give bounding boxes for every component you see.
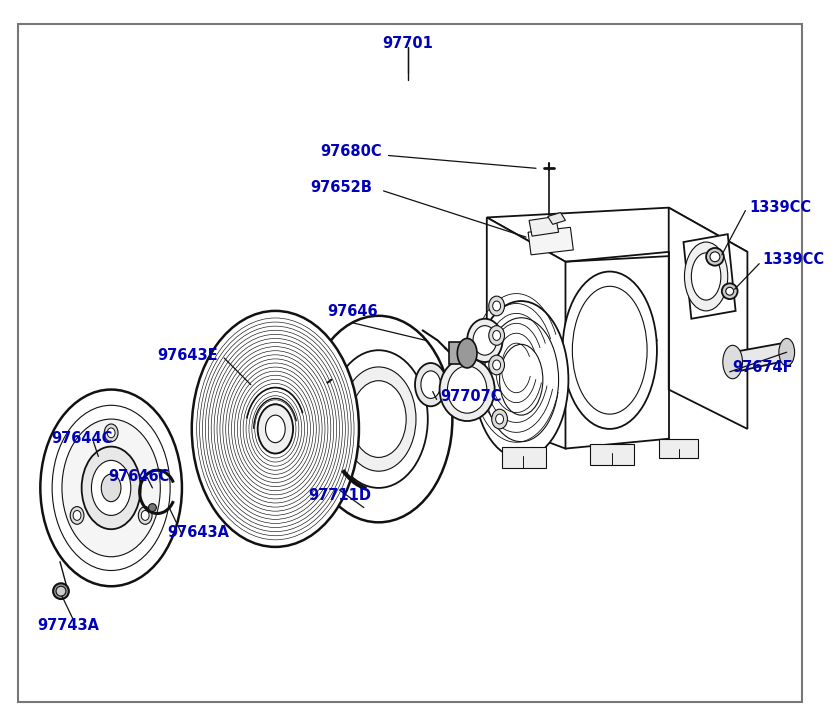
Ellipse shape bbox=[439, 358, 494, 421]
Ellipse shape bbox=[448, 366, 487, 413]
Polygon shape bbox=[732, 342, 789, 371]
Text: 97643E: 97643E bbox=[158, 348, 218, 363]
Ellipse shape bbox=[415, 363, 447, 406]
Ellipse shape bbox=[721, 284, 737, 299]
Ellipse shape bbox=[488, 326, 504, 345]
Ellipse shape bbox=[101, 474, 121, 502]
Ellipse shape bbox=[492, 409, 508, 429]
Ellipse shape bbox=[488, 356, 504, 375]
Ellipse shape bbox=[139, 507, 152, 524]
Ellipse shape bbox=[493, 301, 500, 311]
Ellipse shape bbox=[572, 286, 647, 414]
Ellipse shape bbox=[723, 345, 742, 379]
Ellipse shape bbox=[305, 316, 453, 522]
Ellipse shape bbox=[483, 318, 559, 442]
Polygon shape bbox=[669, 208, 747, 429]
Ellipse shape bbox=[70, 507, 84, 524]
Polygon shape bbox=[548, 212, 565, 225]
Text: 97643A: 97643A bbox=[167, 525, 229, 539]
Ellipse shape bbox=[107, 428, 115, 438]
Polygon shape bbox=[529, 217, 559, 236]
Ellipse shape bbox=[73, 510, 81, 521]
Bar bbox=[590, 443, 635, 465]
Ellipse shape bbox=[496, 414, 504, 424]
Ellipse shape bbox=[258, 404, 293, 454]
Ellipse shape bbox=[149, 504, 156, 512]
Ellipse shape bbox=[710, 252, 720, 262]
Ellipse shape bbox=[104, 424, 118, 442]
Ellipse shape bbox=[342, 367, 416, 471]
Bar bbox=[659, 438, 698, 459]
Ellipse shape bbox=[56, 586, 66, 596]
Text: 97652B: 97652B bbox=[310, 180, 372, 196]
Bar bbox=[449, 342, 467, 364]
Ellipse shape bbox=[493, 331, 500, 340]
Ellipse shape bbox=[563, 272, 657, 429]
Ellipse shape bbox=[421, 371, 441, 398]
Ellipse shape bbox=[52, 405, 170, 571]
Ellipse shape bbox=[458, 339, 477, 368]
Ellipse shape bbox=[779, 339, 795, 366]
Text: 1339CC: 1339CC bbox=[762, 252, 824, 268]
Text: 97644C: 97644C bbox=[51, 431, 113, 446]
Ellipse shape bbox=[330, 350, 428, 488]
Ellipse shape bbox=[488, 296, 504, 316]
Ellipse shape bbox=[474, 301, 569, 459]
Ellipse shape bbox=[53, 583, 68, 599]
Ellipse shape bbox=[493, 360, 500, 370]
Ellipse shape bbox=[40, 390, 182, 586]
Text: 97646: 97646 bbox=[326, 304, 377, 318]
Ellipse shape bbox=[706, 248, 724, 265]
Polygon shape bbox=[487, 217, 565, 449]
Ellipse shape bbox=[266, 415, 286, 443]
Polygon shape bbox=[528, 228, 574, 255]
Ellipse shape bbox=[351, 381, 406, 457]
Ellipse shape bbox=[691, 253, 721, 300]
Ellipse shape bbox=[499, 345, 543, 415]
Text: 97674F: 97674F bbox=[732, 361, 793, 375]
Ellipse shape bbox=[685, 242, 728, 311]
Ellipse shape bbox=[82, 446, 140, 529]
Bar bbox=[502, 446, 546, 468]
Ellipse shape bbox=[92, 460, 131, 515]
Ellipse shape bbox=[726, 287, 734, 295]
Polygon shape bbox=[487, 208, 747, 262]
Text: 97707C: 97707C bbox=[441, 389, 502, 404]
Text: 97711D: 97711D bbox=[308, 488, 371, 503]
Text: 1339CC: 1339CC bbox=[749, 200, 812, 215]
Text: 97701: 97701 bbox=[382, 36, 433, 51]
Polygon shape bbox=[684, 234, 736, 318]
Text: 97680C: 97680C bbox=[320, 144, 382, 159]
Ellipse shape bbox=[473, 326, 497, 356]
Ellipse shape bbox=[141, 510, 149, 521]
Ellipse shape bbox=[192, 311, 359, 547]
Ellipse shape bbox=[467, 318, 503, 362]
Text: 97646C: 97646C bbox=[109, 469, 170, 483]
Text: 97743A: 97743A bbox=[38, 618, 99, 633]
Ellipse shape bbox=[62, 419, 160, 557]
